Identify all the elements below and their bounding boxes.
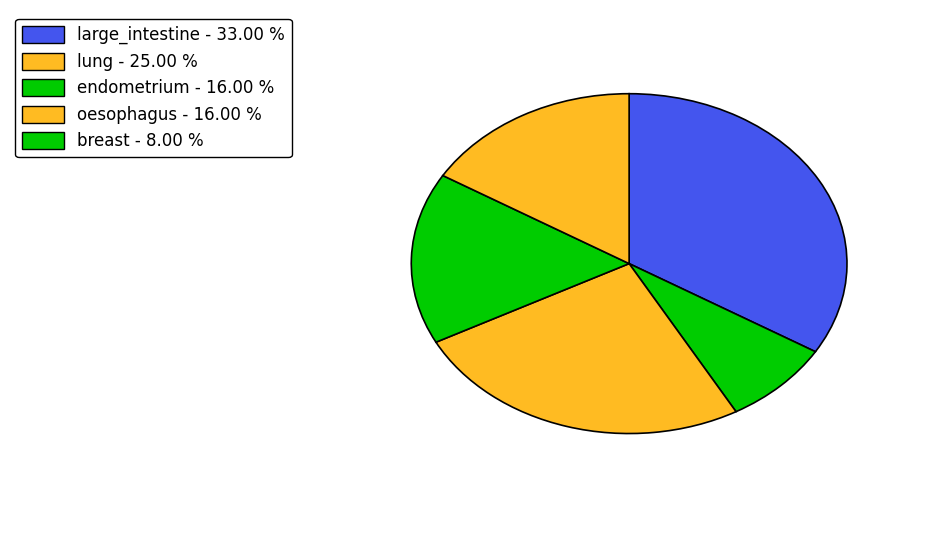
Wedge shape: [629, 264, 815, 412]
Legend: large_intestine - 33.00 %, lung - 25.00 %, endometrium - 16.00 %, oesophagus - 1: large_intestine - 33.00 %, lung - 25.00 …: [15, 19, 291, 157]
Wedge shape: [411, 175, 629, 342]
Wedge shape: [443, 94, 629, 264]
Wedge shape: [436, 264, 736, 434]
Wedge shape: [629, 94, 847, 352]
